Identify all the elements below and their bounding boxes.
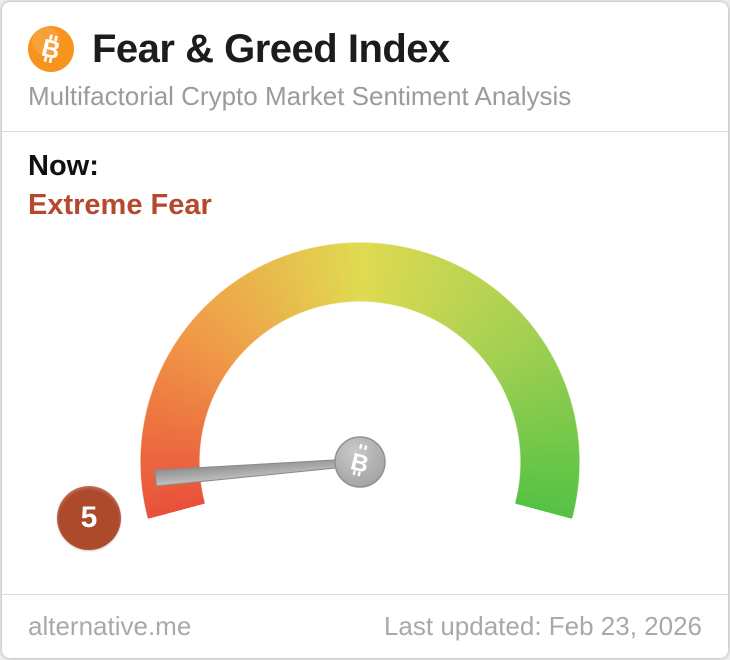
gauge: B: [140, 240, 580, 532]
last-updated: Last updated: Feb 23, 2026: [383, 611, 702, 641]
needle-hub: B: [334, 436, 386, 488]
bitcoin-icon: B: [348, 444, 371, 479]
gauge-needle: B: [154, 436, 386, 488]
header: B Fear & Greed Index Multifactorial Cryp…: [2, 2, 728, 112]
now-label: Now:: [28, 150, 99, 182]
sentiment-label: Extreme Fear: [28, 189, 212, 222]
page-title: Fear & Greed Index: [92, 26, 450, 71]
footer: alternative.me Last updated: Feb 23, 202…: [2, 594, 728, 658]
bitcoin-icon: B: [28, 26, 74, 72]
gauge-area: B 5: [2, 232, 728, 562]
value-badge: 5: [57, 486, 121, 550]
source-link[interactable]: alternative.me: [28, 611, 192, 641]
page-subtitle: Multifactorial Crypto Market Sentiment A…: [28, 81, 572, 111]
header-divider: [2, 131, 728, 132]
current-status: Now: Extreme Fear: [2, 132, 728, 224]
gauge-needle-group: [154, 457, 361, 487]
